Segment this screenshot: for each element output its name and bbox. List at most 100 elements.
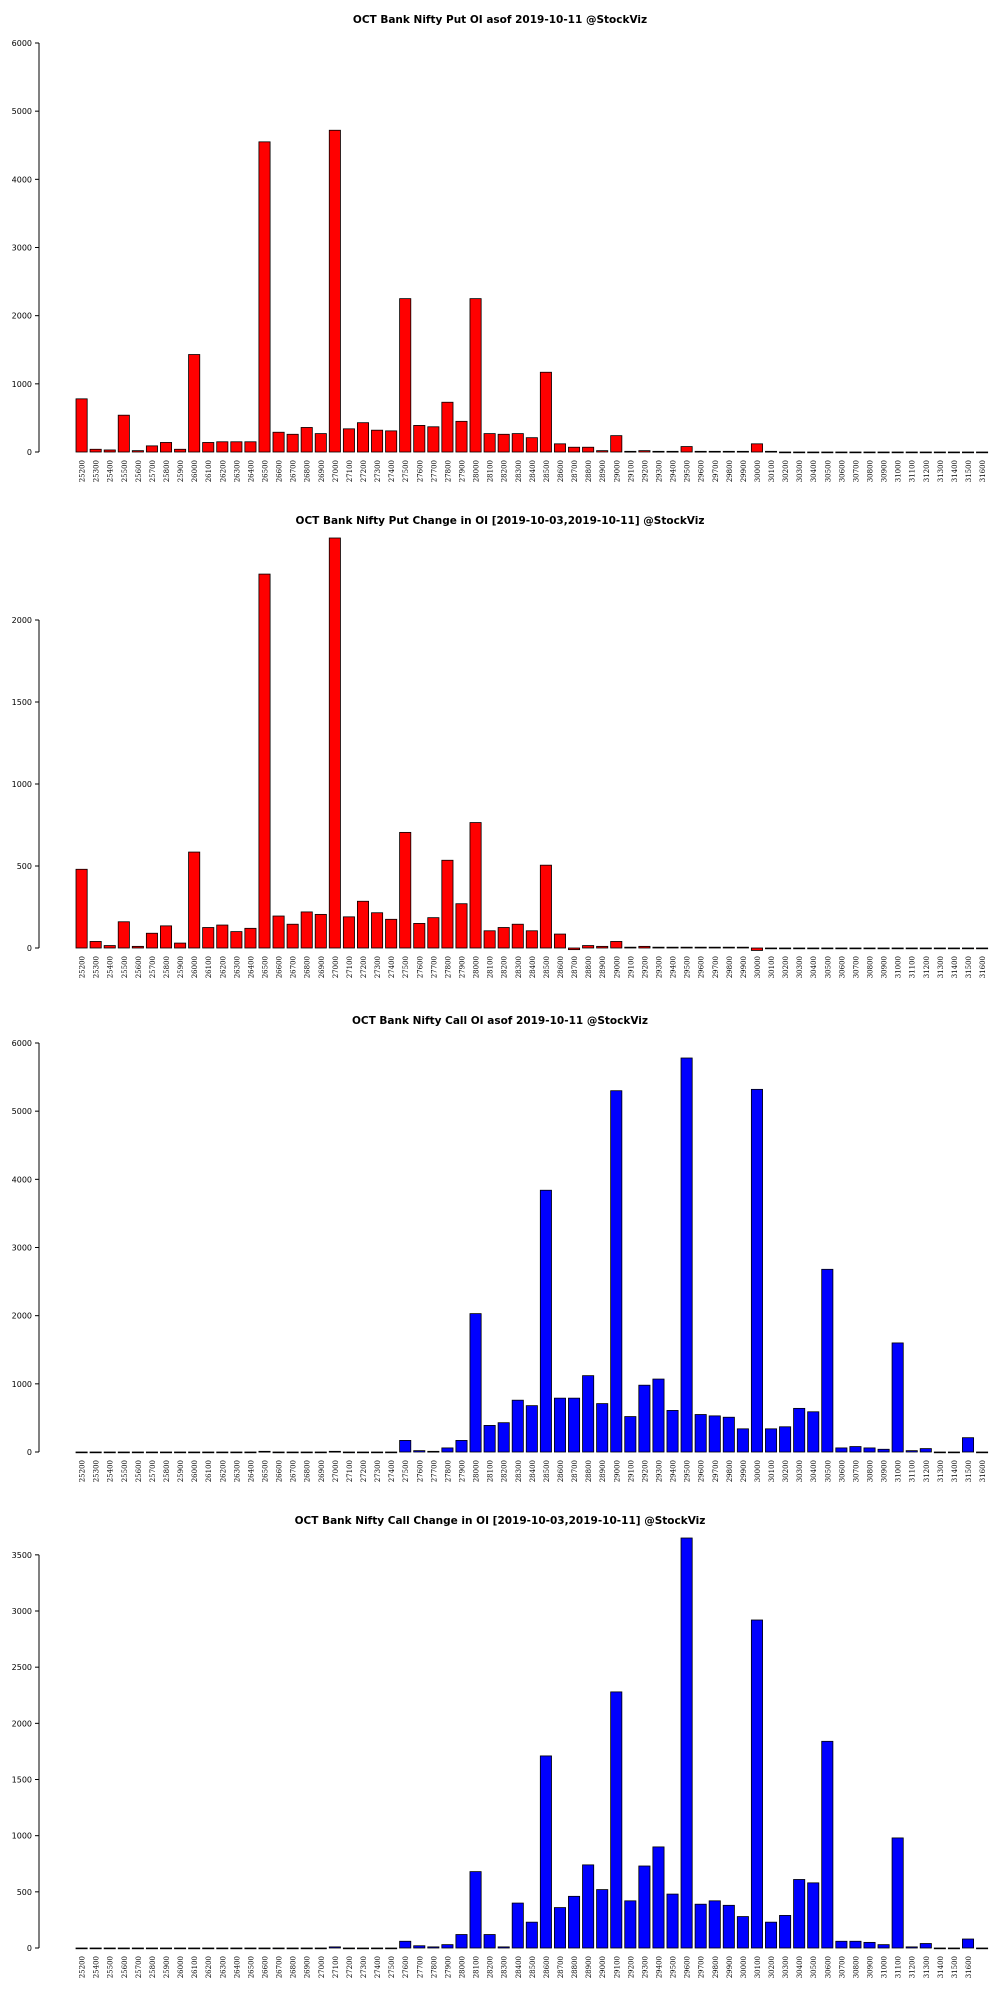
chart-4-x-tick-label: 27500 (388, 1956, 396, 1978)
chart-2-x-tick-label: 31200 (923, 956, 931, 978)
chart-4-x-tick-label: 28400 (515, 1956, 523, 1978)
chart-1-x-tick-label: 29300 (655, 460, 663, 482)
chart-1-bar (610, 435, 623, 453)
chart-2-bar (596, 945, 609, 949)
chart-3-bar (497, 1422, 510, 1453)
chart-2-bar (919, 947, 932, 950)
chart-1-y-tick-label: 4000 (12, 175, 32, 184)
chart-1-x-tick-label: 29800 (726, 460, 734, 482)
chart-3-bar (539, 1189, 552, 1453)
chart-3-x-tick-label: 27100 (346, 1460, 354, 1482)
chart-1-bar (779, 451, 792, 454)
chart-4-x-tick-label: 30800 (852, 1956, 860, 1978)
chart-4-x-tick-label: 25500 (107, 1956, 115, 1978)
chart-3-bar (553, 1397, 566, 1453)
chart-4-bar (202, 1947, 215, 1950)
chart-2-bar (103, 945, 116, 949)
chart-2-bar (272, 915, 285, 949)
chart-1-y-tick-label: 2000 (12, 312, 32, 321)
chart-1-bar (722, 450, 735, 453)
chart-4-x-tick-label: 29000 (599, 1956, 607, 1978)
chart-2-x-tick-label: 28300 (515, 956, 523, 978)
chart-4-x-tick-label: 31200 (909, 1956, 917, 1978)
chart-2-bar (75, 868, 88, 949)
chart-1-x-tick-label: 28800 (585, 460, 593, 482)
chart-4-bar (807, 1882, 820, 1949)
chart-3-bar (160, 1451, 173, 1454)
chart-4-x-tick-label: 31100 (895, 1956, 903, 1978)
chart-1-bar (891, 451, 904, 454)
chart-1-x-tick-label: 26200 (219, 460, 227, 482)
chart-1-x-tick-label: 26300 (233, 460, 241, 482)
chart-4-x-tick-label: 29600 (684, 1956, 692, 1978)
chart-1-bar (568, 446, 581, 453)
chart-3-y-tick-label: 3000 (12, 1244, 32, 1253)
chart-2-bar (821, 947, 834, 950)
chart-3-x-tick-label: 25500 (121, 1460, 129, 1482)
chart-1-y-tick-label: 0 (27, 448, 32, 457)
chart-4-x-tick-label: 27300 (360, 1956, 368, 1978)
chart-4-x-tick-label: 31300 (923, 1956, 931, 1978)
chart-4-bar (539, 1755, 552, 1949)
chart-4-bar (174, 1947, 187, 1950)
chart-4-bar (385, 1947, 398, 1950)
chart-3-x-tick-label: 25800 (163, 1460, 171, 1482)
chart-4-x-tick-label: 30400 (796, 1956, 804, 1978)
chart-2-x-tick-label: 29400 (670, 956, 678, 978)
chart-1-x-tick-label: 26400 (247, 460, 255, 482)
chart-4-title: OCT Bank Nifty Call Change in OI [2019-1… (295, 1515, 706, 1527)
chart-3-bar (145, 1451, 158, 1454)
chart-4-bar (356, 1947, 369, 1950)
chart-2-x-tick-label: 31300 (937, 956, 945, 978)
chart-2-bar (286, 923, 299, 949)
chart-1-bar (976, 451, 989, 454)
chart-2-y-tick-label: 1500 (12, 698, 32, 707)
chart-3-x-tick-label: 25200 (79, 1460, 87, 1482)
chart-2-x-tick-label: 29600 (698, 956, 706, 978)
chart-2-x-tick-label: 29800 (726, 956, 734, 978)
chart-4-x-tick-label: 27600 (402, 1956, 410, 1978)
chart-4-bar (835, 1940, 848, 1949)
chart-3-bar (638, 1384, 651, 1453)
chart-3-bar (525, 1405, 538, 1453)
chart-3-bar (933, 1451, 946, 1454)
chart-4-bar (962, 1938, 975, 1949)
chart-2-bar (708, 946, 721, 949)
chart-2-bar (765, 947, 778, 950)
chart-1-bar (89, 448, 102, 453)
chart-1-bar (807, 451, 820, 454)
chart-4-x-tick-label: 26000 (177, 1956, 185, 1978)
chart-1-bar (455, 420, 468, 453)
chart-1-x-tick-label: 31000 (895, 460, 903, 482)
chart-4-bar (525, 1921, 538, 1949)
chart-3-bar (835, 1447, 848, 1453)
chart-4-x-tick-label: 26800 (290, 1956, 298, 1978)
chart-3-x-tick-label: 27800 (444, 1460, 452, 1482)
chart-3-bar (117, 1451, 130, 1454)
chart-4-x-tick-label: 31500 (951, 1956, 959, 1978)
chart-3-x-tick-label: 30900 (881, 1460, 889, 1482)
chart-4-bar (188, 1947, 201, 1950)
chart-1-x-tick-label: 30800 (867, 460, 875, 482)
chart-3-x-tick-label: 31100 (909, 1460, 917, 1482)
chart-1-x-tick-label: 28500 (543, 460, 551, 482)
chart-2-bar (610, 941, 623, 949)
chart-3-bar (469, 1313, 482, 1453)
chart-2-bar (497, 927, 510, 949)
chart-1-x-tick-label: 29200 (641, 460, 649, 482)
chart-2-bar (525, 930, 538, 949)
chart-1-x-tick-label: 30900 (881, 460, 889, 482)
chart-3-bar (483, 1425, 496, 1453)
chart-4-bar (765, 1921, 778, 1949)
chart-4-x-tick-label: 25800 (149, 1956, 157, 1978)
chart-1-x-tick-label: 30300 (796, 460, 804, 482)
chart-1-x-tick-label: 26600 (276, 460, 284, 482)
chart-2-x-tick-label: 27300 (374, 956, 382, 978)
chart-4-bar (244, 1947, 257, 1950)
chart-4-y-tick-label: 3000 (12, 1607, 32, 1616)
chart-2-x-tick-label: 27000 (332, 956, 340, 978)
chart-2-x-tick-label: 26700 (290, 956, 298, 978)
chart-1-y-tick-label: 3000 (12, 244, 32, 253)
chart-1-bar (272, 431, 285, 453)
